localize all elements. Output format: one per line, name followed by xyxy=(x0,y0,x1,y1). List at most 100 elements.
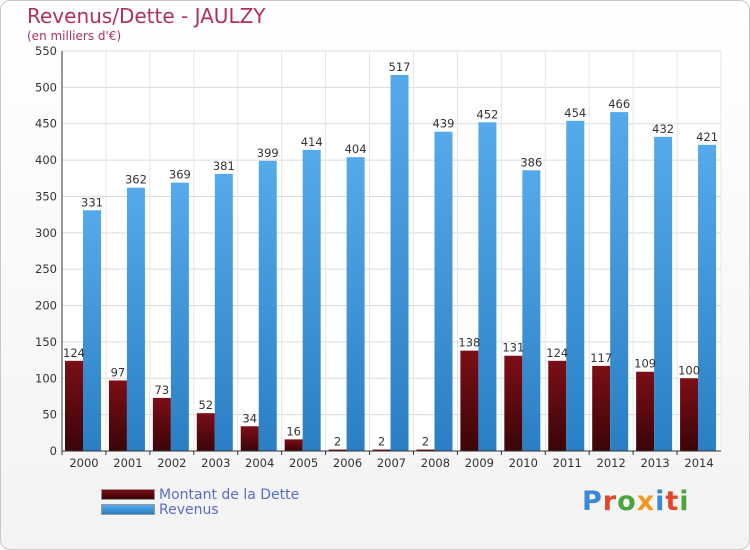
legend-label-dette: Montant de la Dette xyxy=(159,486,300,503)
legend-swatch-revenus xyxy=(101,504,155,515)
x-tick-label: 2011 xyxy=(553,456,582,470)
x-tick-label: 2014 xyxy=(684,456,713,470)
y-tick-label: 300 xyxy=(35,226,57,240)
x-tick-label: 2002 xyxy=(157,456,186,470)
data-label-dette: 2 xyxy=(334,435,341,449)
bar-revenus xyxy=(214,173,233,451)
bar-dette xyxy=(416,449,435,451)
legend-item-revenus: Revenus xyxy=(101,501,299,518)
bar-revenus xyxy=(258,160,277,451)
data-label-revenus: 386 xyxy=(520,155,542,169)
y-tick-label: 350 xyxy=(35,189,57,203)
bar-revenus xyxy=(698,144,717,451)
data-label-revenus: 414 xyxy=(301,135,323,149)
bar-revenus xyxy=(610,112,629,451)
bar-revenus xyxy=(478,122,497,451)
chart-title: Revenus/Dette - JAULZY xyxy=(27,4,266,28)
bar-dette xyxy=(680,378,699,451)
chart-subtitle: (en milliers d'€) xyxy=(27,29,122,43)
legend-item-dette: Montant de la Dette xyxy=(101,486,300,503)
x-tick-label: 2001 xyxy=(113,456,142,470)
data-label-dette: 138 xyxy=(458,336,480,350)
x-tick-label: 2009 xyxy=(465,456,494,470)
data-label-revenus: 439 xyxy=(432,117,454,131)
bar-dette xyxy=(504,355,523,451)
logo-letter: x xyxy=(636,486,656,517)
data-label-revenus: 466 xyxy=(608,97,630,111)
data-label-revenus: 517 xyxy=(389,60,411,74)
data-label-dette: 73 xyxy=(155,383,170,397)
logo-letter: i xyxy=(655,486,666,517)
data-label-dette: 117 xyxy=(590,351,612,365)
data-label-dette: 124 xyxy=(63,346,85,360)
x-tick-label: 2004 xyxy=(245,456,274,470)
data-label-revenus: 399 xyxy=(257,146,279,160)
y-tick-label: 100 xyxy=(35,371,57,385)
data-label-revenus: 404 xyxy=(345,142,367,156)
bar-revenus xyxy=(522,170,541,452)
bar-revenus xyxy=(83,210,101,451)
data-label-revenus: 381 xyxy=(213,159,235,173)
logo-letter: t xyxy=(665,486,680,517)
bar-dette xyxy=(284,439,303,451)
bar-dette xyxy=(372,449,391,451)
legend: Montant de la Dette Revenus xyxy=(101,486,300,518)
x-tick-label: 2000 xyxy=(69,456,98,470)
y-tick-label: 250 xyxy=(35,262,57,276)
legend-label-revenus: Revenus xyxy=(159,501,219,518)
bar-dette xyxy=(636,371,655,451)
x-tick-label: 2005 xyxy=(289,456,318,470)
x-tick-label: 2008 xyxy=(421,456,450,470)
proxiti-logo: Proxiti xyxy=(582,486,690,517)
logo-letter: i xyxy=(679,486,690,517)
y-tick-label: 50 xyxy=(42,408,57,422)
bar-revenus xyxy=(126,187,145,451)
bar-dette xyxy=(240,426,259,451)
data-label-dette: 124 xyxy=(546,346,568,360)
data-label-revenus: 454 xyxy=(564,106,586,120)
bar-revenus xyxy=(346,157,365,451)
x-tick-label: 2006 xyxy=(333,456,362,470)
data-label-dette: 34 xyxy=(242,411,257,425)
x-tick-label: 2012 xyxy=(597,456,626,470)
data-label-dette: 131 xyxy=(502,341,524,355)
y-tick-label: 200 xyxy=(35,299,57,313)
bar-revenus xyxy=(654,136,673,451)
data-label-revenus: 432 xyxy=(652,122,674,136)
logo-letter: P xyxy=(582,486,603,517)
bar-dette xyxy=(460,350,479,451)
bar-revenus xyxy=(566,120,585,452)
y-tick-label: 500 xyxy=(35,80,57,94)
bar-revenus xyxy=(390,75,409,451)
bar-dette xyxy=(548,360,567,451)
bar-dette xyxy=(592,365,611,451)
y-tick-label: 450 xyxy=(35,117,57,131)
bar-revenus xyxy=(434,131,453,451)
data-label-revenus: 362 xyxy=(125,173,147,187)
legend-swatch-dette xyxy=(101,489,155,500)
logo-letter: r xyxy=(602,486,618,517)
x-tick-label: 2013 xyxy=(640,456,669,470)
data-label-dette: 100 xyxy=(678,363,700,377)
data-label-revenus: 452 xyxy=(476,107,498,121)
data-label-revenus: 369 xyxy=(169,168,191,182)
bar-revenus xyxy=(170,182,189,452)
bar-dette xyxy=(196,413,215,451)
bar-dette xyxy=(65,360,83,451)
x-tick-label: 2010 xyxy=(509,456,538,470)
x-tick-label: 2007 xyxy=(377,456,406,470)
data-label-dette: 2 xyxy=(422,435,429,449)
data-label-dette: 2 xyxy=(378,435,385,449)
x-tick-label: 2003 xyxy=(201,456,230,470)
data-label-dette: 16 xyxy=(286,424,301,438)
y-tick-label: 550 xyxy=(35,44,57,58)
bar-dette xyxy=(108,380,127,451)
data-label-dette: 109 xyxy=(634,357,656,371)
data-label-dette: 52 xyxy=(198,398,213,412)
logo-letter: o xyxy=(617,486,637,517)
bar-dette xyxy=(328,449,347,451)
bar-revenus xyxy=(302,149,321,451)
y-tick-label: 0 xyxy=(50,444,57,458)
